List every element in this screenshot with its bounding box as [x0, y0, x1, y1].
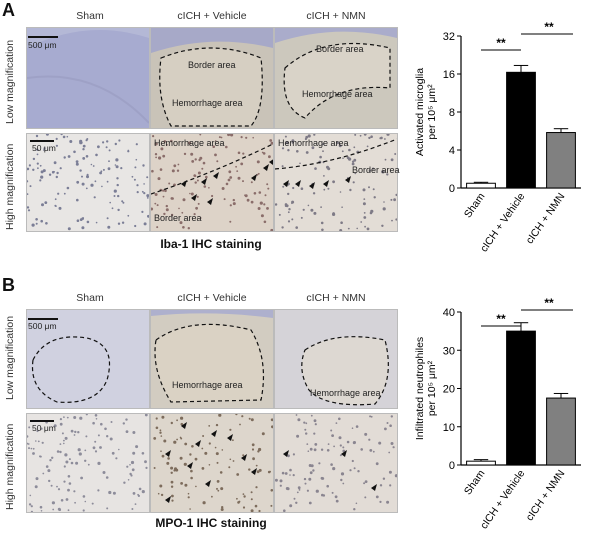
panel-b-col-nmn: cICH + NMN [306, 292, 366, 304]
panel-a-vehicle-low-hemorrhage-label: Hemorrhage area [172, 98, 243, 108]
panel-a-scale-bar-low [28, 36, 58, 38]
panel-b-row-low: Low magnification [4, 315, 16, 400]
chart-b-bar [466, 460, 496, 466]
chart-b-ytick-label: 40 [443, 307, 455, 319]
panel-a-nmn-low-border-label: Border area [316, 44, 364, 54]
panel-a-scale-bar-high [30, 140, 54, 142]
panel-a-col-vehicle: cICH + Vehicle [177, 10, 247, 22]
panel-a-vehicle-high-border-label: Border area [154, 213, 202, 223]
panel-a-col-sham: Sham [76, 10, 104, 22]
panel-b-row-high: High magnification [4, 423, 16, 510]
panel-a-scale-low: 500 μm [28, 40, 57, 50]
chart-b-category-label: cICH + NMN [524, 468, 568, 523]
microglia-bar-chart: 0 4 8 16 32 Activated microgliaper 10⁵ μm² Sha… [414, 22, 581, 254]
chart-a-bar [546, 132, 576, 189]
chart-a-bar [506, 71, 536, 189]
panel-a-vehicle-low-image [150, 27, 274, 129]
panel-a-nmn-high-border-label: Border area [352, 165, 400, 175]
panel-a-row-high: High magnification [4, 143, 16, 230]
chart-a-ytick-label: 0 [449, 183, 455, 195]
chart-a-sig-label: ** [496, 36, 506, 50]
panel-a-sham-high-image [26, 133, 150, 232]
chart-a-ytick-label: 4 [449, 145, 455, 157]
chart-a-ytick-label: 8 [449, 107, 455, 119]
chart-b-ytick-label: 10 [443, 422, 455, 434]
panel-b-sham-high-image [26, 413, 150, 513]
chart-b-bar [506, 330, 536, 466]
panel-b-scale-bar-low [28, 318, 58, 320]
chart-b-ylabel: Infiltrated neutrophilesper 10⁵ μm² [414, 337, 438, 440]
chart-a-sig-label: ** [544, 22, 554, 34]
chart-b-ytick-label: 30 [443, 345, 455, 357]
panel-b-scale-bar-high [30, 420, 54, 422]
panel-b-nmn-low-hemorrhage-label: Hemorrhage area [310, 388, 381, 398]
panel-b-scale-low: 500 μm [28, 321, 57, 331]
chart-b-sig-label: ** [496, 312, 506, 326]
panel-a-vehicle-high-hemorrhage-label: Hemorrhage area [154, 138, 225, 148]
chart-a-category-label: cICH + NMN [524, 191, 568, 246]
panel-a-caption: Iba-1 IHC staining [160, 237, 262, 251]
panel-a-vehicle-high-image [150, 133, 274, 232]
panel-b-caption: MPO-1 IHC staining [155, 516, 267, 530]
chart-a-bar [466, 182, 496, 189]
panel-a-col-nmn: cICH + NMN [306, 10, 366, 22]
panel-b-col-vehicle: cICH + Vehicle [177, 292, 247, 304]
panel-b-nmn-low-image [274, 309, 398, 409]
panel-a-nmn-low-hemorrhage-label: Hemorrhage area [302, 89, 373, 99]
chart-b-sig-label: ** [544, 298, 554, 310]
chart-a-ytick-label: 16 [443, 69, 455, 81]
chart-b-bar [546, 397, 576, 466]
panel-a-row-low: Low magnification [4, 39, 16, 124]
panel-b-letter: B [2, 275, 15, 295]
panel-b-scale-high: 50 μm [32, 423, 56, 433]
panel-a-nmn-low-image [274, 27, 398, 129]
panel-b-vehicle-low-hemorrhage-label: Hemorrhage area [172, 380, 243, 390]
chart-b-category-label: Sham [462, 468, 488, 498]
panel-a-letter: A [2, 0, 15, 20]
panel-a-nmn-high-hemorrhage-label: Hemorrhage area [278, 138, 349, 148]
chart-a-category-label: Sham [462, 191, 488, 221]
chart-b-ytick-label: 20 [443, 384, 455, 396]
panel-b-sham-low-image [26, 309, 150, 409]
panel-b-nmn-high-image [274, 413, 398, 513]
panel-b-col-sham: Sham [76, 292, 104, 304]
neutrophil-bar-chart: 0 10 20 30 40 Infiltrated neutrophilesper 10⁵… [414, 298, 581, 531]
panel-a-nmn-high-image [274, 133, 398, 232]
chart-b-ytick-label: 0 [449, 460, 455, 472]
panel-a-sham-low-image [26, 27, 150, 129]
panel-b-vehicle-low-image [150, 309, 274, 409]
chart-a-ytick-label: 32 [443, 31, 455, 43]
chart-a-ylabel: Activated microgliaper 10⁵ μm² [414, 68, 438, 156]
panel-a-vehicle-low-border-label: Border area [188, 60, 236, 70]
panel-b-vehicle-high-image [150, 413, 274, 513]
panel-a-scale-high: 50 μm [32, 143, 56, 153]
